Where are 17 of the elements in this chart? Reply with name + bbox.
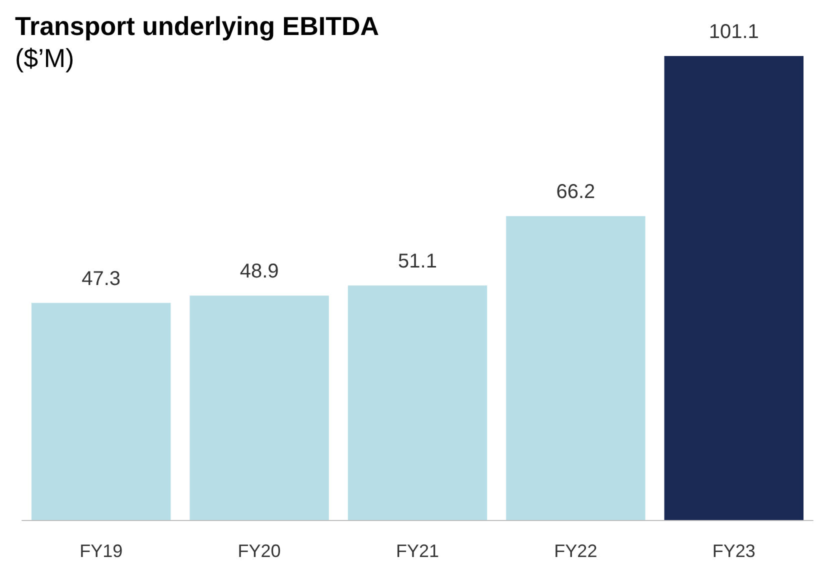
bar — [190, 296, 329, 520]
data-label: 51.1 — [398, 250, 437, 272]
bar — [664, 56, 804, 520]
x-tick-label: FY21 — [396, 541, 440, 561]
data-label: 66.2 — [556, 181, 596, 204]
bar — [348, 285, 488, 520]
x-tick-label: FY23 — [712, 541, 756, 561]
data-label: 101.1 — [708, 21, 759, 43]
x-tick-label: FY20 — [238, 541, 281, 561]
x-tick-label: FY19 — [80, 541, 123, 561]
bar — [31, 302, 171, 520]
chart-subtitle: ($’M) — [15, 43, 74, 73]
data-label: 48.9 — [240, 260, 279, 283]
data-label: 47.3 — [82, 268, 121, 290]
bar — [506, 216, 646, 520]
chart-title: Transport underlying EBITDA — [15, 11, 380, 41]
x-tick-label: FY22 — [554, 541, 598, 561]
